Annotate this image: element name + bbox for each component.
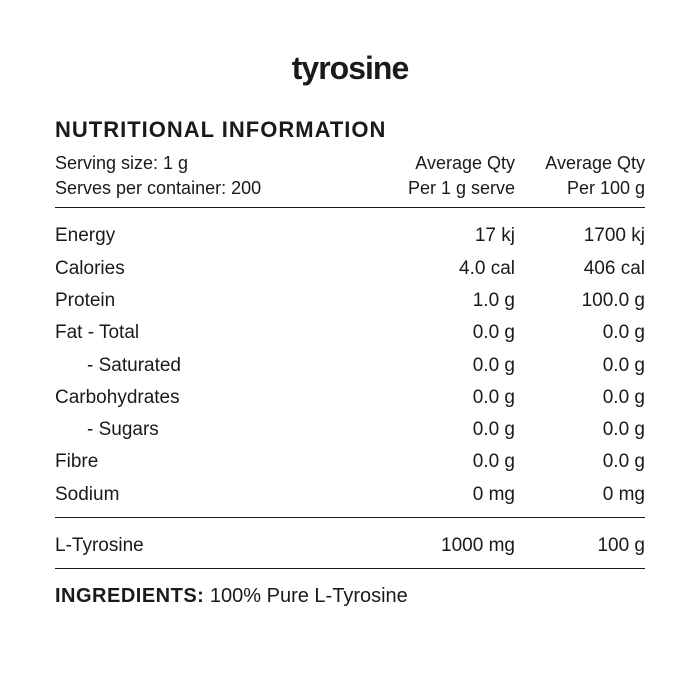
per-serve-value: 17 kj: [385, 220, 515, 252]
section-title: NUTRITIONAL INFORMATION: [55, 117, 645, 143]
serves-per-container-label: Serves per container: 200: [55, 176, 385, 201]
per-100g-value: 1700 kj: [515, 220, 645, 252]
per-serve-value: 0.0 g: [385, 414, 515, 446]
per-100g-value: 0.0 g: [515, 446, 645, 478]
per-serve-value: 0 mg: [385, 479, 515, 511]
table-row: Fat - Total0.0 g0.0 g: [55, 317, 645, 349]
nutrient-label: Fibre: [55, 446, 385, 478]
per-100g-value: 0.0 g: [515, 414, 645, 446]
nutrient-label: Protein: [55, 285, 385, 317]
col1-heading-line2: Per 1 g serve: [385, 176, 515, 201]
nutrient-label: - Sugars: [55, 414, 385, 446]
table-row: - Saturated0.0 g0.0 g: [55, 350, 645, 382]
per-serve-value: 0.0 g: [385, 317, 515, 349]
ingredients-label: INGREDIENTS:: [55, 585, 204, 607]
nutrient-label: Energy: [55, 220, 385, 252]
per-serve-value: 0.0 g: [385, 382, 515, 414]
per-serve-value: 4.0 cal: [385, 253, 515, 285]
table-row: Carbohydrates0.0 g0.0 g: [55, 382, 645, 414]
per-100g-value: 0.0 g: [515, 317, 645, 349]
ingredients-value: 100% Pure L-Tyrosine: [210, 585, 408, 607]
serving-size-label: Serving size: 1 g: [55, 151, 385, 176]
per-100g-value: 0.0 g: [515, 382, 645, 414]
divider-mid: [55, 517, 645, 518]
table-row: Fibre0.0 g0.0 g: [55, 446, 645, 478]
table-row: - Sugars0.0 g0.0 g: [55, 414, 645, 446]
col1-heading-line1: Average Qty: [385, 151, 515, 176]
nutrient-label: - Saturated: [55, 350, 385, 382]
table-row: Calories4.0 cal406 cal: [55, 253, 645, 285]
divider-bottom: [55, 568, 645, 569]
per-100g-value: 100 g: [515, 530, 645, 562]
nutrition-panel: tyrosine NUTRITIONAL INFORMATION Serving…: [0, 0, 700, 638]
nutrition-header: Serving size: 1 g Serves per container: …: [55, 151, 645, 201]
per-100g-value: 0 mg: [515, 479, 645, 511]
per-100g-value: 100.0 g: [515, 285, 645, 317]
per-serve-value: 0.0 g: [385, 446, 515, 478]
table-row: Sodium0 mg0 mg: [55, 479, 645, 511]
nutrition-rows-main: Energy17 kj1700 kjCalories4.0 cal406 cal…: [55, 220, 645, 511]
product-title: tyrosine: [55, 50, 645, 87]
per-serve-value: 0.0 g: [385, 350, 515, 382]
table-row: Energy17 kj1700 kj: [55, 220, 645, 252]
ingredients-line: INGREDIENTS: 100% Pure L-Tyrosine: [55, 585, 645, 608]
divider-top: [55, 207, 645, 208]
col2-heading-line1: Average Qty: [515, 151, 645, 176]
per-serve-value: 1000 mg: [385, 530, 515, 562]
table-row: Protein1.0 g100.0 g: [55, 285, 645, 317]
nutrient-label: Fat - Total: [55, 317, 385, 349]
nutrient-label: Calories: [55, 253, 385, 285]
per-100g-value: 0.0 g: [515, 350, 645, 382]
nutrient-label: L-Tyrosine: [55, 530, 385, 562]
nutrition-rows-secondary: L-Tyrosine1000 mg100 g: [55, 530, 645, 562]
per-100g-value: 406 cal: [515, 253, 645, 285]
nutrient-label: Carbohydrates: [55, 382, 385, 414]
per-serve-value: 1.0 g: [385, 285, 515, 317]
nutrient-label: Sodium: [55, 479, 385, 511]
col2-heading-line2: Per 100 g: [515, 176, 645, 201]
table-row: L-Tyrosine1000 mg100 g: [55, 530, 645, 562]
